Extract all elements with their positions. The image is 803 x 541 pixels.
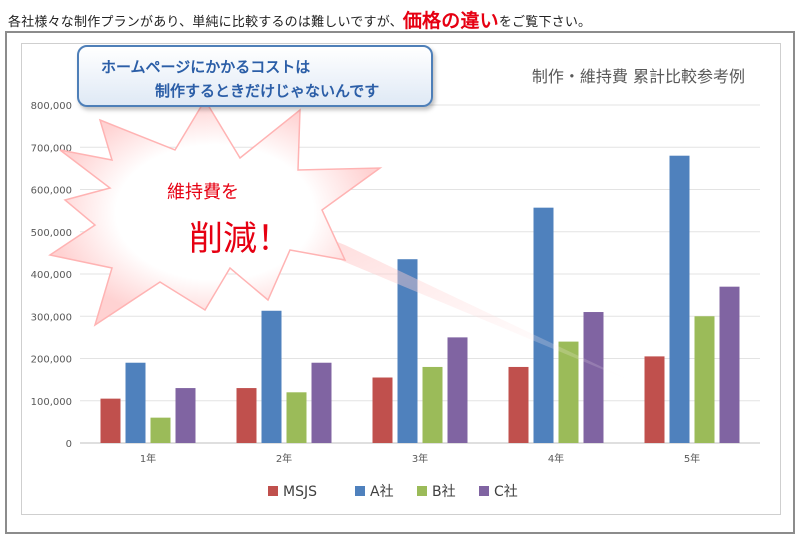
legend-swatch <box>355 486 365 496</box>
y-tick-label: 200,000 <box>31 355 72 366</box>
x-tick-label: 3年 <box>412 452 428 465</box>
callout-line1: ホームページにかかるコストは <box>101 58 311 76</box>
bar-A社-1年 <box>125 362 146 443</box>
bar-A社-4年 <box>533 207 554 443</box>
bar-B社-2年 <box>286 392 307 443</box>
chart-title: 制作・維持費 累計比較参考例 <box>532 67 745 86</box>
y-tick-label: 500,000 <box>31 228 72 239</box>
bar-C社-4年 <box>583 312 604 443</box>
y-tick-label: 800,000 <box>31 101 72 112</box>
legend-swatch <box>268 486 278 496</box>
bar-MSJS-3年 <box>372 377 393 443</box>
x-tick-label: 5年 <box>684 452 700 465</box>
burst-line1: 維持費を <box>167 182 239 203</box>
bar-A社-2年 <box>261 310 282 443</box>
legend-label: MSJS <box>283 484 317 500</box>
y-tick-label: 700,000 <box>31 143 72 154</box>
bar-B社-4年 <box>558 341 579 443</box>
y-tick-label: 0 <box>66 439 72 450</box>
bar-C社-2年 <box>311 362 332 443</box>
callout-line2: 制作するときだけじゃないんです <box>155 82 380 100</box>
burst-shape <box>48 98 383 327</box>
bar-B社-1年 <box>150 417 171 443</box>
intro-prefix: 各社様々な制作プランがあり、単純に比較するのは難しいですが、 <box>8 15 403 30</box>
bar-A社-3年 <box>397 259 418 443</box>
x-tick-label: 1年 <box>140 452 156 465</box>
callout-box: ホームページにかかるコストは 制作するときだけじゃないんです <box>77 45 433 107</box>
legend-swatch <box>479 486 489 496</box>
bar-MSJS-5年 <box>644 356 665 443</box>
y-tick-label: 600,000 <box>31 186 72 197</box>
bar-C社-5年 <box>719 286 740 443</box>
bar-B社-5年 <box>694 316 715 443</box>
bar-C社-1年 <box>175 388 196 443</box>
legend-label: C社 <box>494 484 518 500</box>
intro-highlight: 価格の違い <box>402 10 499 32</box>
burst-callout: 維持費を 削減！ <box>48 98 640 385</box>
y-tick-label: 300,000 <box>31 312 72 323</box>
bar-A社-5年 <box>669 155 690 443</box>
y-tick-label: 100,000 <box>31 397 72 408</box>
y-tick-label: 400,000 <box>31 270 72 281</box>
intro-text: 各社様々な制作プランがあり、単純に比較するのは難しいですが、価格の違いをご覧下さ… <box>8 6 591 33</box>
bar-MSJS-1年 <box>100 398 121 443</box>
bar-MSJS-2年 <box>236 388 257 443</box>
x-tick-label: 4年 <box>548 452 564 465</box>
intro-suffix: をご覧下さい。 <box>498 15 592 30</box>
bar-C社-3年 <box>447 337 468 443</box>
legend-label: B社 <box>432 484 456 500</box>
legend-swatch <box>417 486 427 496</box>
legend-label: A社 <box>370 484 394 500</box>
x-tick-label: 2年 <box>276 452 292 465</box>
burst-line2: 削減！ <box>189 219 291 259</box>
bar-MSJS-4年 <box>508 366 529 443</box>
bar-B社-3年 <box>422 366 443 443</box>
